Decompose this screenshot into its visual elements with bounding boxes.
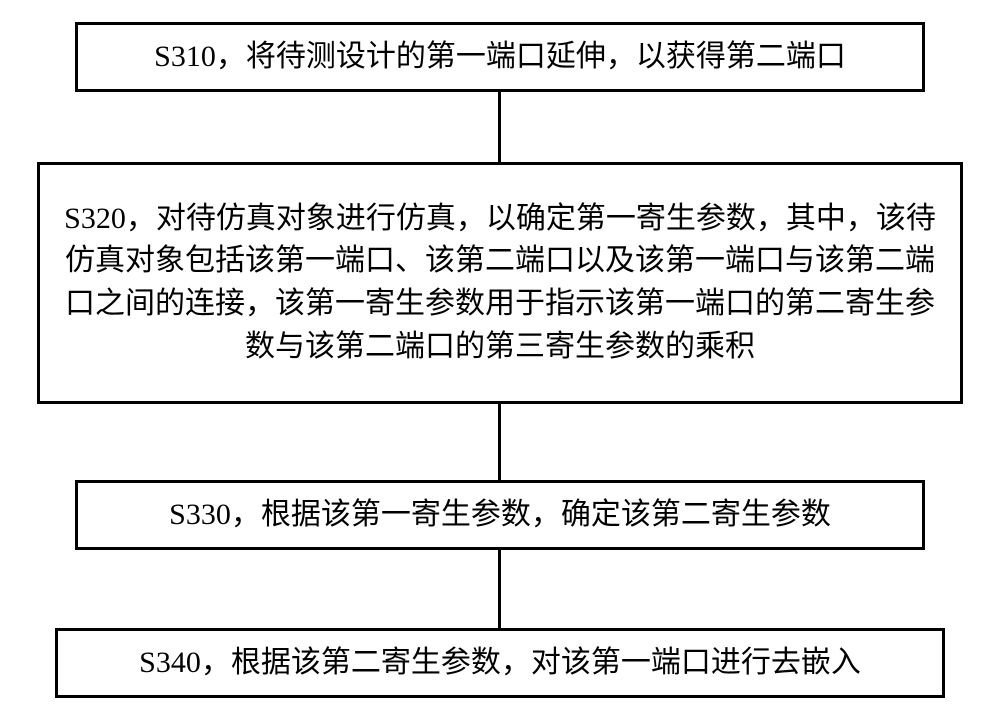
flow-step-label: S310，将待测设计的第一端口延伸，以获得第二端口 [96,36,904,79]
flow-step-s340: S340，根据该第二寄生参数，对该第一端口进行去嵌入 [55,628,945,698]
flow-step-label: S340，根据该第二寄生参数，对该第一端口进行去嵌入 [76,642,924,685]
flow-step-s330: S330，根据该第一寄生参数，确定该第二寄生参数 [75,480,925,550]
flow-step-s320: S320，对待仿真对象进行仿真，以确定第一寄生参数，其中，该待仿真对象包括该第一… [37,162,963,404]
connector-s330-s340 [498,550,501,628]
flow-step-label: S330，根据该第一寄生参数，确定该第二寄生参数 [96,494,904,537]
connector-s310-s320 [498,92,501,162]
connector-s320-s330 [498,404,501,480]
flow-step-s310: S310，将待测设计的第一端口延伸，以获得第二端口 [75,22,925,92]
flow-step-label: S320，对待仿真对象进行仿真，以确定第一寄生参数，其中，该待仿真对象包括该第一… [58,198,942,368]
flowchart-canvas: S310，将待测设计的第一端口延伸，以获得第二端口 S320，对待仿真对象进行仿真… [0,0,1000,727]
